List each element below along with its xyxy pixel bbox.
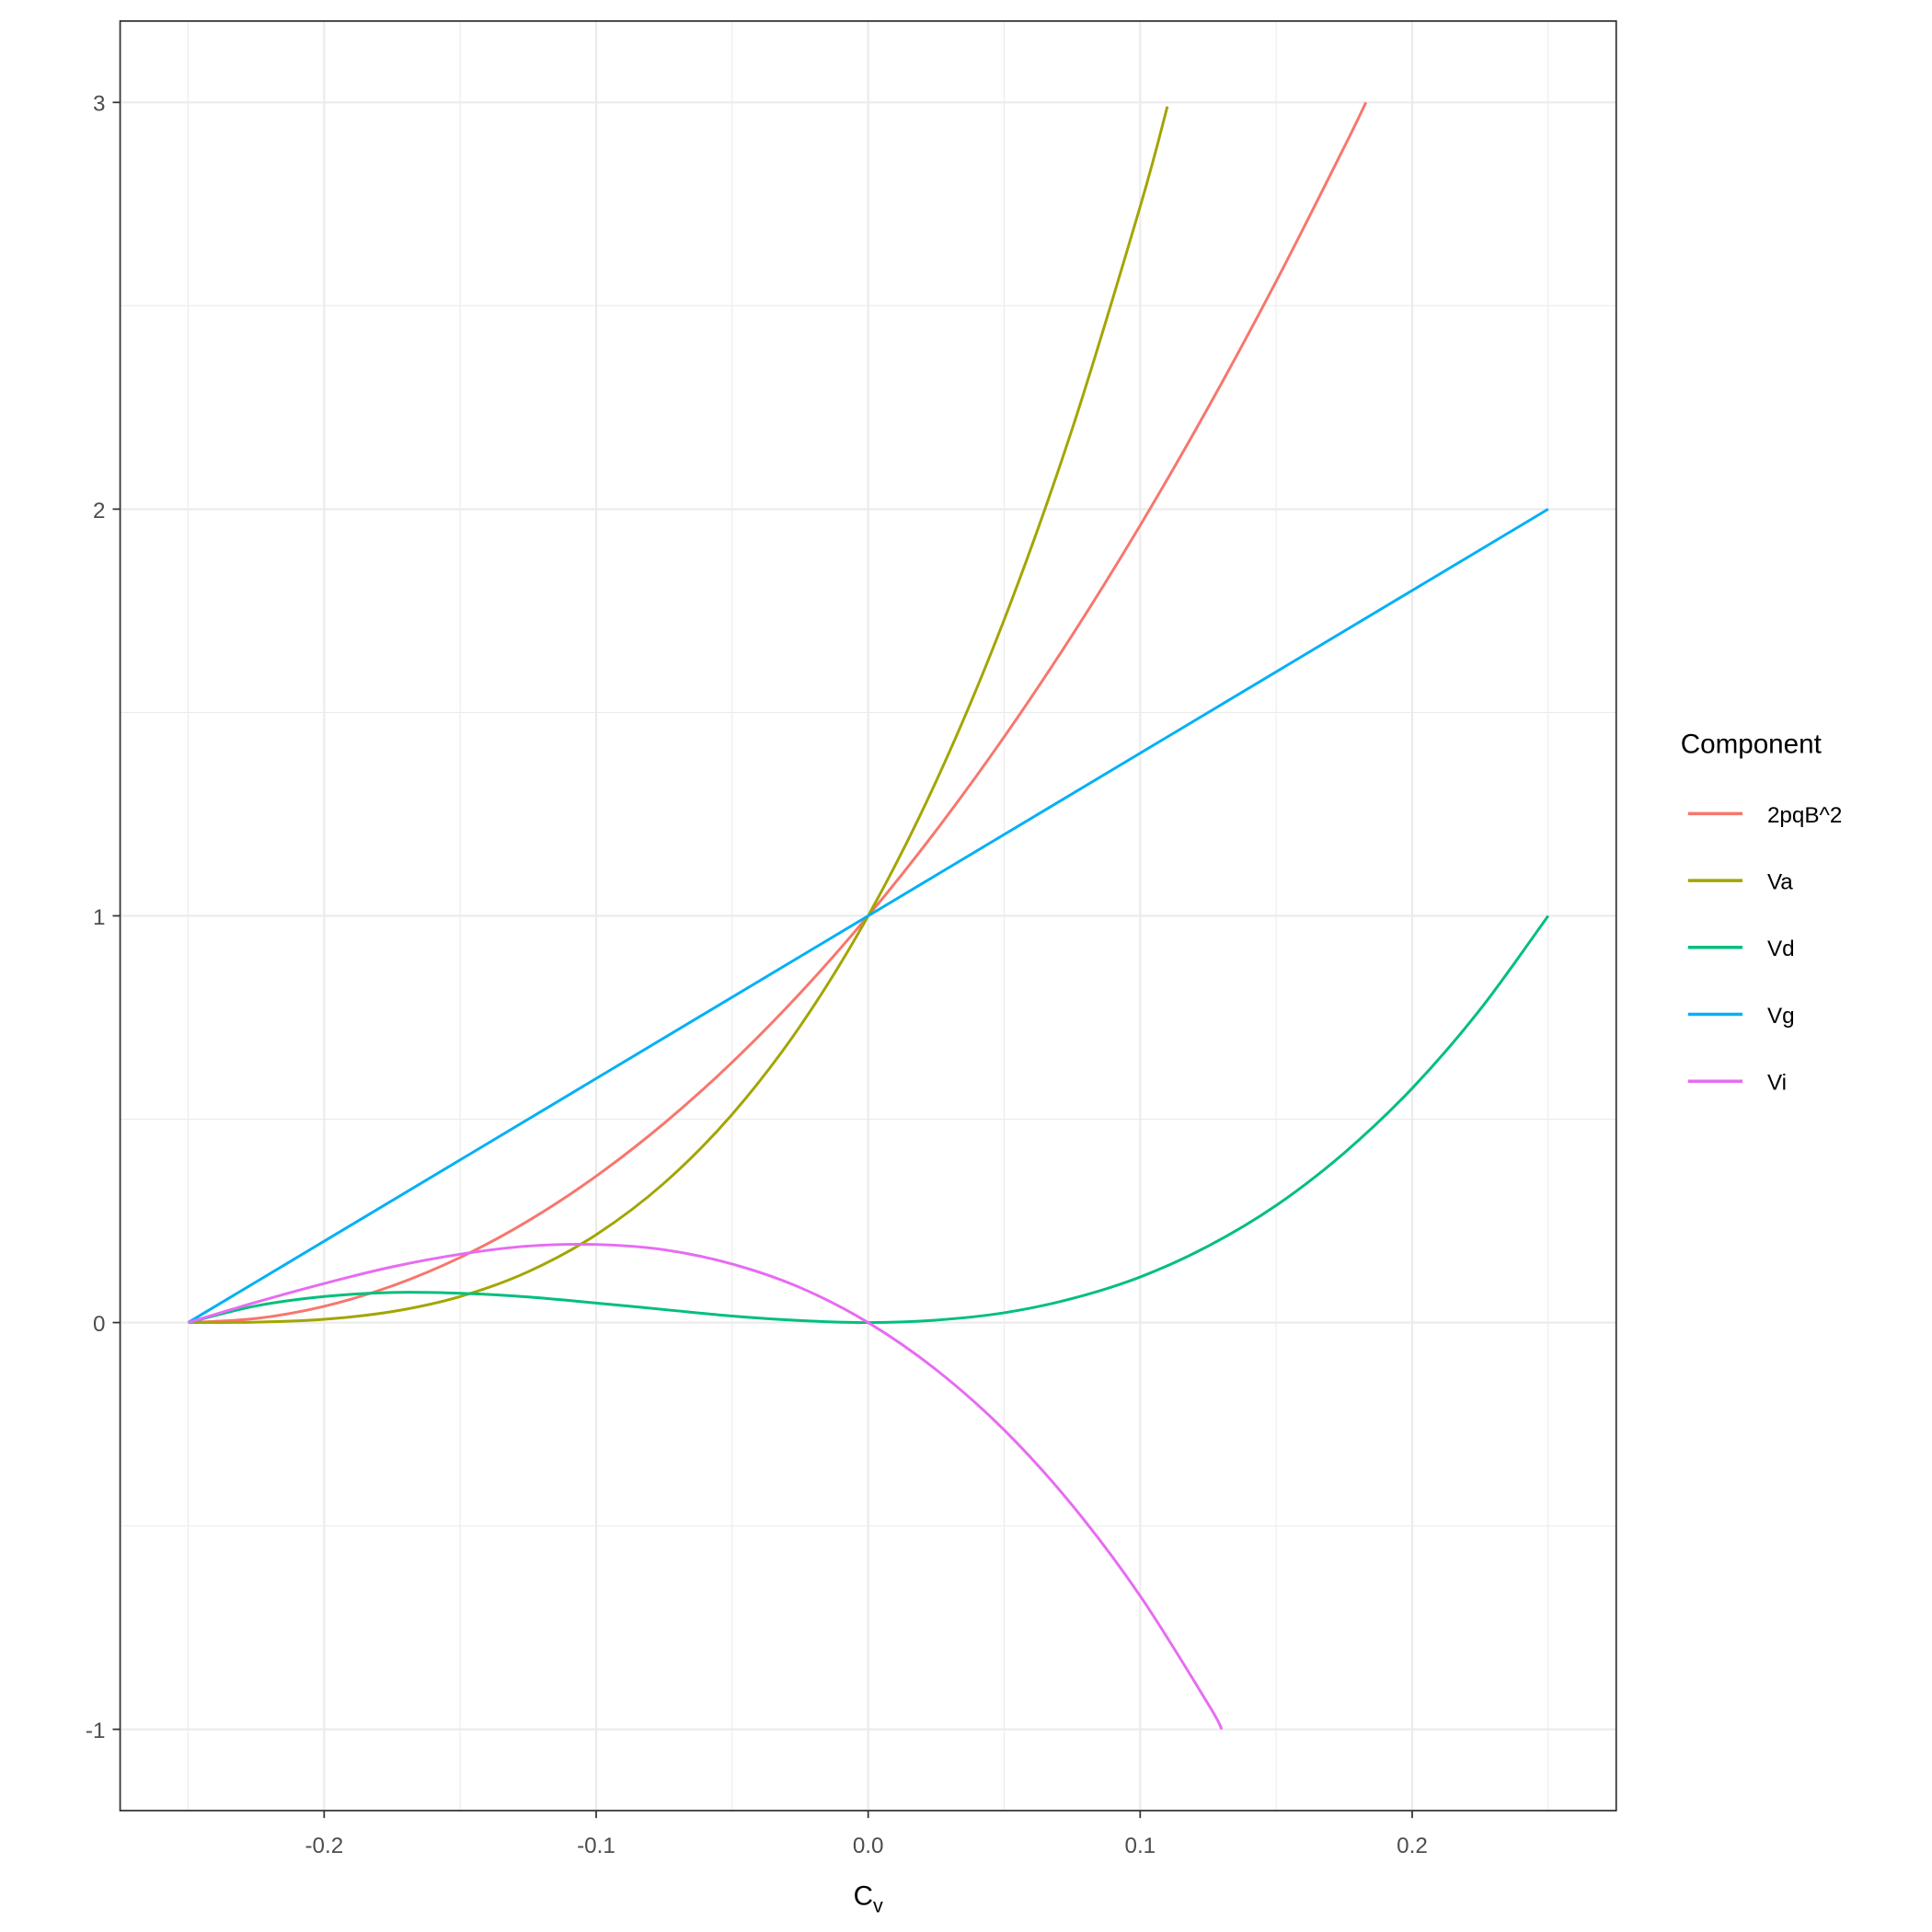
y-axis: -1 0 1 2 3 xyxy=(86,92,121,1743)
legend: Component 2pqB^2 Va Vd Vg Vi xyxy=(1681,729,1843,1095)
legend-title: Component xyxy=(1681,729,1823,759)
y-tick-label: -1 xyxy=(86,1719,106,1743)
x-tick-label: 0.1 xyxy=(1124,1834,1156,1858)
y-tick-label: 0 xyxy=(93,1312,105,1337)
series-line-2pqb-2 xyxy=(188,101,1368,1325)
legend-label-va: Va xyxy=(1767,870,1793,895)
x-axis-title: Cv xyxy=(854,1880,883,1916)
x-tick-label: 0.2 xyxy=(1397,1834,1428,1858)
x-axis-title-main: C xyxy=(854,1880,873,1911)
x-axis: -0.2 -0.1 0.0 0.1 0.2 xyxy=(305,1811,1428,1858)
y-tick-label: 2 xyxy=(93,499,105,523)
legend-label-vg: Vg xyxy=(1767,1004,1795,1029)
series-line-vi xyxy=(188,1242,1224,1731)
x-tick-label: 0.0 xyxy=(853,1834,884,1858)
legend-label-vi: Vi xyxy=(1767,1071,1787,1096)
y-tick-label: 3 xyxy=(93,92,105,117)
series-line-vg xyxy=(187,508,1549,1324)
y-tick-label: 1 xyxy=(93,905,105,930)
x-tick-label: -0.1 xyxy=(577,1834,615,1858)
series-line-vd xyxy=(188,914,1550,1325)
legend-label-vd: Vd xyxy=(1767,937,1795,961)
series-lines xyxy=(187,101,1550,1731)
x-tick-label: -0.2 xyxy=(305,1834,343,1858)
x-axis-title-subscript: v xyxy=(873,1894,883,1916)
legend-label-2pqb-2: 2pqB^2 xyxy=(1767,803,1842,828)
series-line-va xyxy=(188,106,1169,1325)
